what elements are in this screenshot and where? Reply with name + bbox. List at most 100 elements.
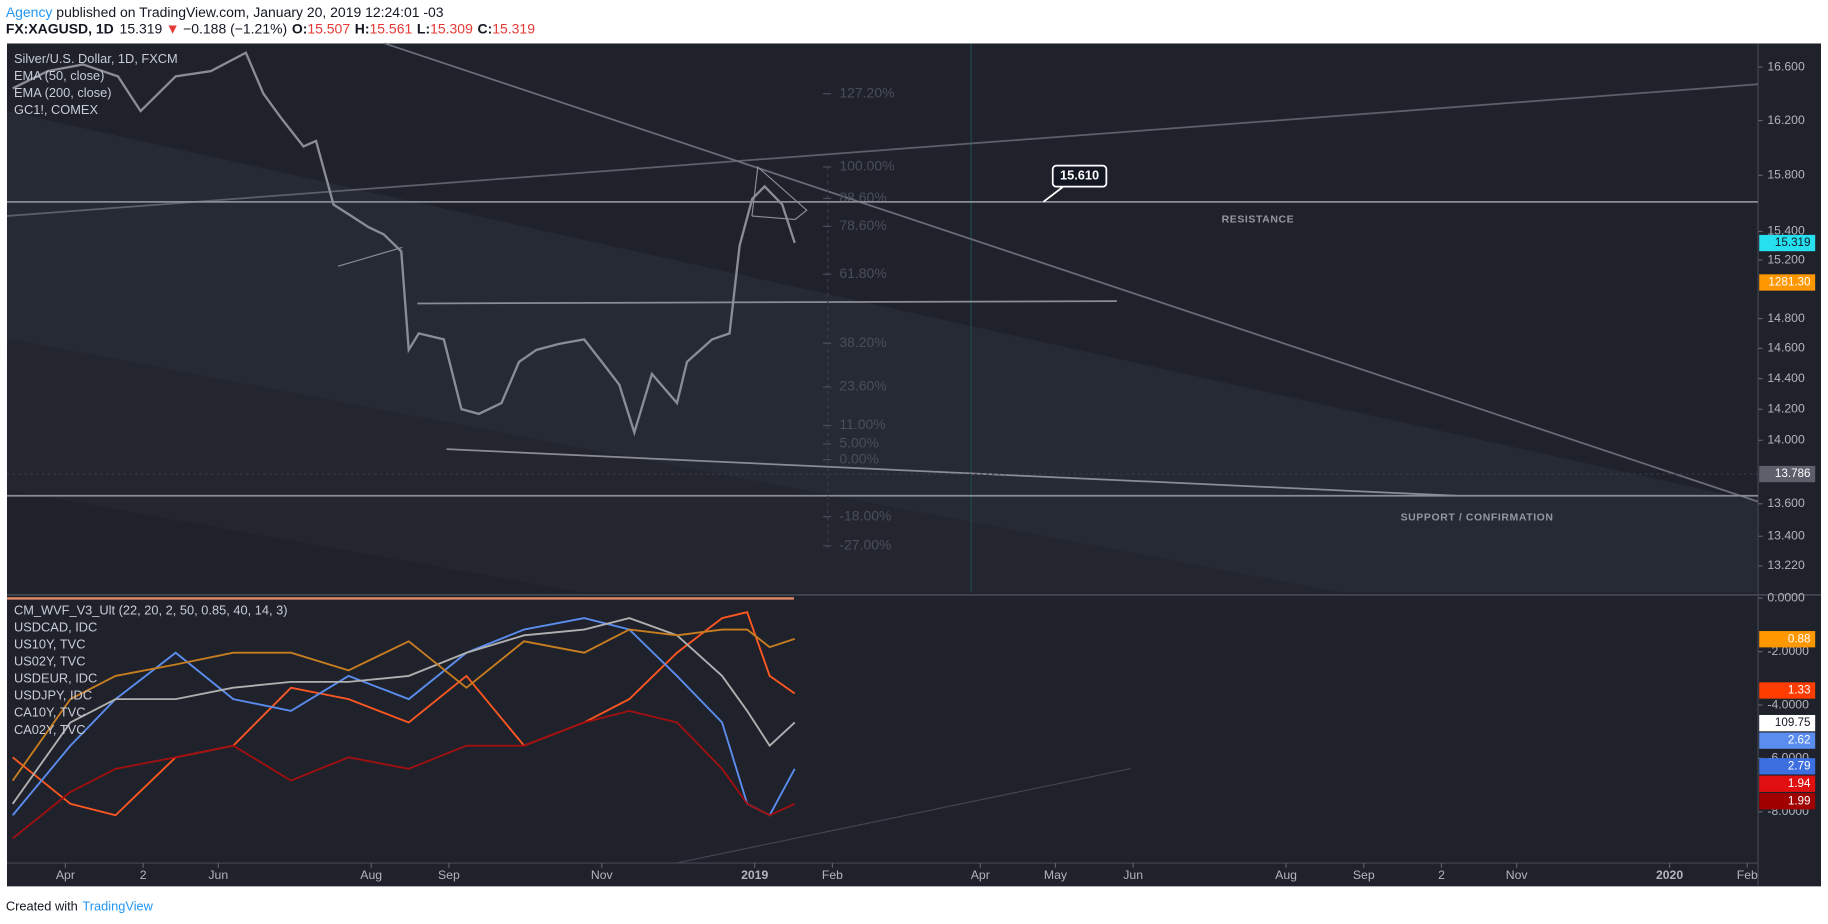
- fib-label: 61.80%: [839, 265, 886, 281]
- fib-label: 127.20%: [839, 84, 894, 100]
- indicator-tag-label: 1.33: [1788, 684, 1811, 697]
- legend-entry: USDJPY, IDC: [14, 688, 92, 703]
- pattern-line: [337, 246, 403, 267]
- y-tick-label: 16.600: [1767, 59, 1805, 73]
- price-tag-label: 1281.30: [1768, 276, 1811, 289]
- ohlc-value: 15.561: [370, 20, 413, 36]
- neckline: [417, 300, 1117, 305]
- indicator-tag-label: 0.88: [1788, 632, 1811, 645]
- resistance-label: RESISTANCE: [1222, 214, 1295, 225]
- legend-entry: EMA (200, close): [14, 85, 112, 100]
- ohlc-key: C:: [478, 20, 493, 36]
- x-tick-label: 2019: [741, 868, 768, 882]
- x-tick-label: Jun: [1123, 868, 1143, 882]
- fib-label: 0.00%: [839, 450, 879, 466]
- x-tick-label: Aug: [360, 868, 382, 882]
- trend-line: [6, 83, 1759, 217]
- fib-label: 100.00%: [839, 158, 894, 174]
- price-tag-label: 15.319: [1775, 236, 1811, 249]
- indicator-tag: [1759, 714, 1816, 732]
- fib-label: -18.00%: [839, 507, 891, 523]
- y-tick-label: 13.220: [1767, 558, 1805, 572]
- indicator-tag: [1759, 682, 1816, 699]
- y-tick-label: 14.400: [1767, 371, 1805, 385]
- created: Created with: [6, 899, 78, 914]
- published: published on TradingView.com, January 20…: [52, 4, 443, 20]
- fib-label: 5.00%: [839, 435, 879, 451]
- y-tick-label: 15.400: [1767, 224, 1805, 238]
- ohlc-key: O:: [292, 20, 308, 36]
- x-tick-label: Feb: [1737, 868, 1758, 882]
- y-tick-label: -2.0000: [1767, 644, 1809, 658]
- indicator-line: [11, 628, 796, 782]
- author[interactable]: Agency: [6, 4, 53, 20]
- header-line: Agency published on TradingView.com, Jan…: [6, 4, 444, 20]
- indicator-tag: [1759, 775, 1816, 792]
- legend-entry: CA10Y, TVC: [14, 705, 85, 720]
- y-tick-label: 15.200: [1767, 252, 1805, 266]
- support-label: SUPPORT / CONFIRMATION: [1401, 513, 1554, 524]
- bottom-line: [446, 448, 1458, 497]
- indicator-tag: [1759, 631, 1816, 648]
- price-tag: [1759, 274, 1816, 291]
- legend-entry: Silver/U.S. Dollar, 1D, FXCM: [14, 51, 178, 66]
- ohlc-key: L:: [417, 20, 430, 36]
- symbol-line: FX:XAGUSD, 1D 15.319 ▼ −0.188 (−1.21%) O:15.…: [6, 20, 535, 36]
- x-tick-label: Nov: [591, 868, 614, 882]
- y-tick-label: -4.0000: [1767, 697, 1809, 711]
- trend-line: [384, 42, 1759, 503]
- x-tick-label: May: [1044, 868, 1068, 882]
- legend-entry: GC1!, COMEX: [14, 102, 98, 117]
- y-tick-label: 13.400: [1767, 528, 1805, 542]
- y-tick-label: 14.200: [1767, 401, 1805, 415]
- price-tag: [1759, 465, 1816, 483]
- indicator-tag: [1759, 793, 1816, 810]
- y-tick-label: 0.0000: [1767, 591, 1805, 605]
- x-tick-label: 2: [140, 868, 147, 882]
- x-tick-label: Sep: [1353, 868, 1375, 882]
- x-tick-label: Jun: [208, 868, 228, 882]
- fib-label: 11.00%: [839, 416, 885, 432]
- symbol: FX:XAGUSD, 1D: [6, 20, 114, 36]
- legend-entry: USDEUR, IDC: [14, 671, 97, 686]
- price-tag-label: 13.786: [1775, 467, 1811, 480]
- callout-label: 15.610: [1060, 168, 1099, 183]
- x-tick-label: Apr: [971, 868, 990, 882]
- arrow: ▼: [166, 20, 180, 36]
- fib-label: -27.00%: [839, 537, 891, 553]
- last: 15.319: [120, 20, 163, 36]
- x-tick-label: Apr: [56, 868, 75, 882]
- price-line: [12, 51, 796, 437]
- indicator-tag-label: 1.99: [1788, 794, 1811, 807]
- indicator-line: [11, 617, 796, 805]
- footer: Created with TradingView: [6, 899, 154, 914]
- callout-box: [1051, 164, 1108, 188]
- legend-entry: EMA (50, close): [14, 68, 104, 83]
- x-tick-label: Nov: [1506, 868, 1529, 882]
- y-tick-label: 16.200: [1767, 113, 1805, 127]
- legend-entry: CA02Y, TVC: [14, 722, 85, 737]
- x-tick-label: Feb: [822, 868, 843, 882]
- channel-band: [6, 338, 1341, 593]
- fib-label: 23.60%: [839, 378, 886, 394]
- indicator-tag: [1759, 732, 1816, 749]
- indicator-tag-label: 2.62: [1788, 734, 1811, 747]
- ohlc-value: 15.309: [430, 20, 473, 36]
- y-tick-label: 14.000: [1767, 433, 1805, 447]
- indicator-tag-label: 2.79: [1788, 759, 1811, 772]
- ohlc-value: 15.507: [307, 20, 350, 36]
- x-tick-label: Sep: [438, 868, 460, 882]
- x-tick-label: 2: [1438, 868, 1445, 882]
- legend-entry: CM_WVF_V3_Ult (22, 20, 2, 50, 0.85, 40, …: [14, 603, 287, 618]
- x-tick-label: 2020: [1656, 868, 1683, 882]
- price-tag: [1759, 234, 1816, 252]
- flag-pattern: [751, 165, 808, 221]
- indicator-line: [12, 709, 796, 840]
- brand[interactable]: TradingView: [82, 899, 153, 914]
- y-tick-label: 14.800: [1767, 311, 1805, 325]
- y-tick-label: 15.800: [1767, 168, 1805, 182]
- indicator-line: [12, 611, 796, 817]
- indicator-tag-label: 1.94: [1788, 777, 1811, 790]
- fib-label: 88.60%: [839, 189, 886, 205]
